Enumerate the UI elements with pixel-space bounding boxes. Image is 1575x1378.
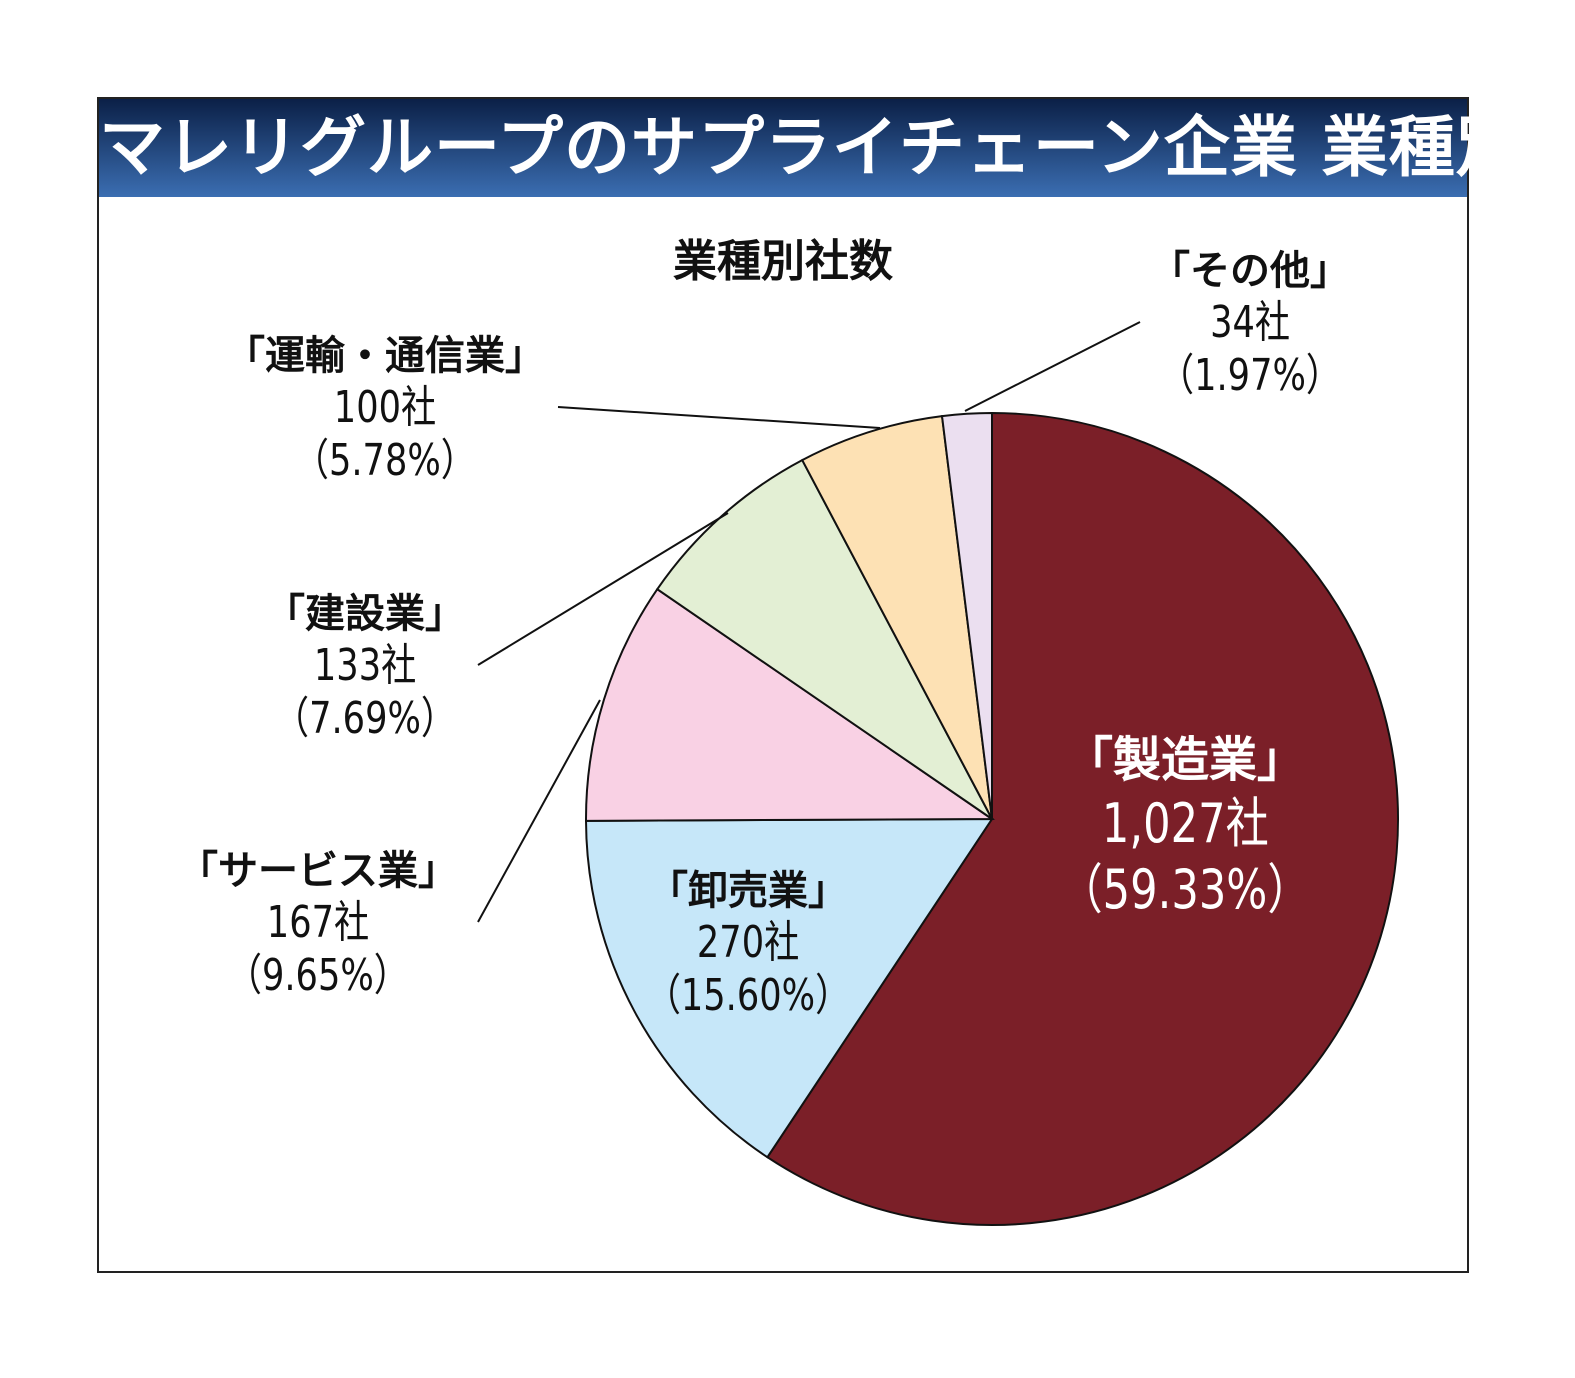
label-percent: （5.78%） [293,435,477,486]
slice-label-construction: 「建設業」 133社 （7.69%） [251,588,479,746]
label-percent: （15.60%） [645,970,851,1021]
pie-slice-other [940,411,993,820]
title-bar: マレリグループのサプライチェーン企業 業種別 [99,99,1522,197]
leader-line-service [477,699,601,923]
leader-line-transport [557,406,881,429]
leader-line-other [964,321,1141,412]
label-percent: （9.65%） [226,950,410,1001]
label-count: 34社 [1210,297,1290,348]
label-name: 「卸売業」 [648,868,848,914]
label-count: 100社 [333,382,437,433]
label-count: 133社 [313,640,417,691]
pie-slice-service [585,587,996,822]
label-name: 「サービス業」 [178,848,458,894]
slice-label-wholesale: 「卸売業」 270社 （15.60%） [620,865,876,1023]
label-percent: （1.97%） [1158,350,1342,401]
slice-label-transport: 「運輸・通信業」 100社 （5.78%） [225,330,545,488]
slice-label-service: 「サービス業」 167社 （9.65%） [178,845,458,1003]
label-name: 「その他」 [1150,248,1350,294]
pie-slice-wholesale [584,817,994,1159]
pie-slice-manufacturing [766,411,1399,1226]
label-name: 「製造業」 [1064,732,1305,788]
label-count: 1,027社 [1101,792,1269,855]
slice-label-manufacturing: 「製造業」 1,027社 （59.33%） [1028,728,1342,924]
label-name: 「建設業」 [265,591,465,637]
chart-frame: マレリグループのサプライチェーン企業 業種別 [97,97,1522,1273]
label-percent: （59.33%） [1059,858,1311,921]
label-percent: （7.69%） [273,693,457,744]
label-count: 167社 [266,897,370,948]
leader-line-construction [477,512,729,666]
label-name: 「運輸・通信業」 [225,333,545,379]
label-count: 270社 [696,917,800,968]
pie-slice-transport [800,414,993,820]
chart-title: 業種別社数 [673,236,893,287]
slice-label-other: 「その他」 34社 （1.97%） [1136,245,1364,403]
